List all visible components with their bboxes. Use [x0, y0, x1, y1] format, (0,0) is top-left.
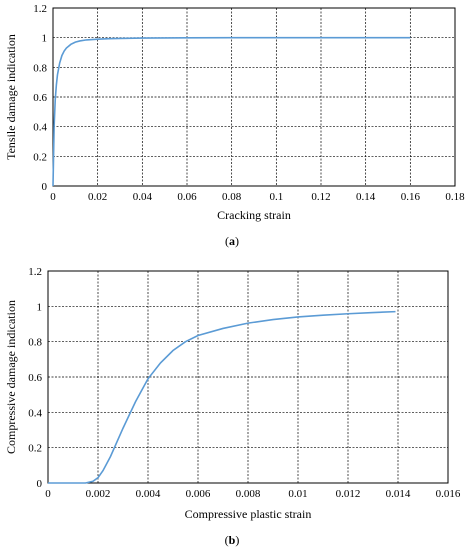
chart-b: 0 0.002 0.004 0.006 0.008 0.01 0.012 0.014 0.016…: [4, 266, 461, 547]
chart-b-series-line: [48, 310, 396, 484]
chart-b-panel-letter: b: [229, 533, 236, 547]
a-xtick-label: 0.14: [356, 191, 376, 203]
b-xtick-label: 0.002: [86, 488, 111, 500]
b-ytick-label: 0: [37, 478, 43, 490]
b-xtick-label: 0.012: [336, 488, 361, 500]
b-xtick-label: 0.004: [136, 488, 161, 500]
a-xtick-label: 0.1: [269, 191, 283, 203]
a-ytick-label: 1.2: [33, 3, 47, 15]
a-ytick-label: 0.4: [33, 122, 47, 134]
b-ytick-label: 0.4: [28, 407, 42, 419]
chart-a-panel-letter: a: [229, 234, 235, 248]
b-ytick-label: 0.2: [28, 443, 42, 455]
b-xtick-label: 0: [45, 488, 51, 500]
a-xtick-label: 0.08: [222, 191, 242, 203]
chart-a-xlabel: Cracking strain: [217, 208, 291, 222]
b-ytick-label: 1.2: [28, 266, 42, 278]
chart-a-ticks: 0 0.02 0.04 0.06 0.08 0.1 0.12 0.14 0.16 0.18 0 0.2…: [33, 3, 465, 203]
chart-a-panel-open: (: [225, 234, 229, 248]
a-ytick-label: 0.6: [33, 92, 47, 104]
a-ytick-label: 0.8: [33, 62, 47, 74]
a-ytick-label: 0.2: [33, 151, 47, 163]
chart-a-panel-close: ): [235, 234, 239, 248]
a-xtick-label: 0.02: [88, 191, 107, 203]
b-ytick-label: 0.8: [28, 337, 42, 349]
a-xtick-label: 0.12: [311, 191, 330, 203]
a-ytick-label: 1: [42, 33, 48, 45]
b-xtick-label: 0.016: [436, 488, 461, 500]
chart-a: 0 0.02 0.04 0.06 0.08 0.1 0.12 0.14 0.16 0.18 0 0.2…: [4, 3, 465, 248]
b-ytick-label: 1: [37, 301, 43, 313]
chart-a-ylabel: Tensile damage indication: [4, 34, 18, 160]
a-ytick-label: 0: [42, 181, 48, 193]
chart-a-panel-label: (a): [225, 234, 239, 248]
chart-b-grid: [48, 271, 448, 483]
b-xtick-label: 0.008: [236, 488, 261, 500]
chart-b-xlabel: Compressive plastic strain: [185, 507, 312, 521]
b-xtick-label: 0.014: [386, 488, 411, 500]
a-xtick-label: 0.06: [177, 191, 197, 203]
b-ytick-label: 0.6: [28, 372, 42, 384]
a-xtick-label: 0.04: [133, 191, 153, 203]
a-xtick-label: 0.16: [401, 191, 421, 203]
chart-b-panel-open: (: [225, 533, 229, 547]
chart-a-series-line: [52, 36, 411, 187]
a-xtick-label: 0.18: [445, 191, 465, 203]
chart-b-ticks: 0 0.002 0.004 0.006 0.008 0.01 0.012 0.014 0.016…: [28, 266, 461, 500]
chart-b-ylabel: Compressive damage indication: [4, 300, 18, 454]
b-xtick-label: 0.006: [186, 488, 211, 500]
a-xtick-label: 0: [50, 191, 56, 203]
chart-b-panel-close: ): [235, 533, 239, 547]
b-xtick-label: 0.01: [288, 488, 307, 500]
chart-b-panel-label: (b): [225, 533, 240, 547]
